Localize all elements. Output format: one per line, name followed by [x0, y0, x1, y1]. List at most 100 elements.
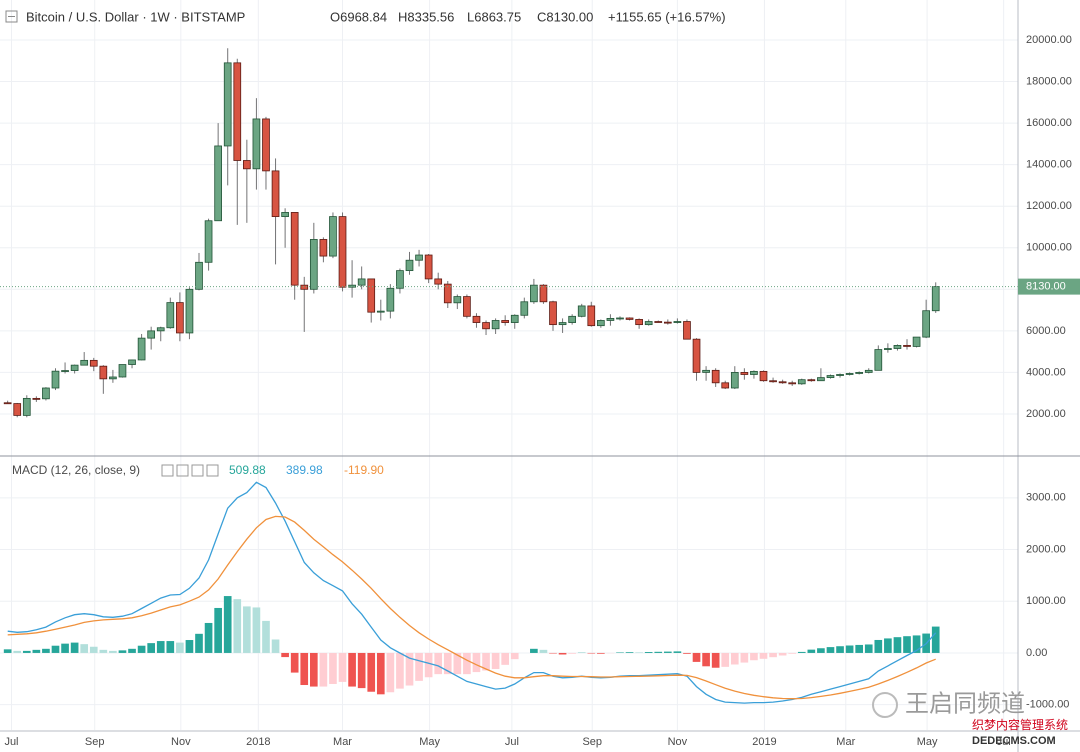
- histogram-bar: [616, 652, 624, 653]
- candle-body: [530, 284, 538, 303]
- x-tick-label: 2019: [752, 736, 776, 748]
- candle-body: [290, 212, 299, 286]
- histogram-bar: [759, 652, 768, 659]
- candle-body: [147, 330, 156, 339]
- histogram-bar: [740, 652, 749, 663]
- x-tick-label: Mar: [333, 736, 352, 748]
- candle-body: [396, 270, 404, 289]
- candle-body: [319, 239, 328, 257]
- histogram-bar: [443, 652, 452, 675]
- histogram-bar: [262, 620, 270, 653]
- candle-body: [663, 321, 672, 324]
- candle-body: [300, 284, 309, 290]
- last-price-tag: [1018, 278, 1080, 295]
- candle-body: [759, 370, 768, 382]
- candle-body: [721, 382, 730, 389]
- histogram-bar: [233, 599, 242, 653]
- candle-body: [443, 283, 452, 304]
- histogram-bar: [797, 651, 806, 653]
- y-tick-label: 16000.00: [1026, 117, 1072, 129]
- collapse-icon[interactable]: [5, 10, 18, 23]
- candle-body: [51, 370, 60, 389]
- candle-body: [616, 317, 624, 320]
- candle-body: [625, 317, 634, 320]
- candle-body: [99, 365, 108, 380]
- ohlc-low: L6863.75: [467, 9, 521, 24]
- candle-body: [329, 216, 337, 257]
- last-price-label: 8130.00: [1026, 281, 1066, 293]
- histogram-bar: [13, 650, 22, 653]
- candle-body: [587, 305, 596, 327]
- histogram-bar: [147, 643, 155, 653]
- histogram-bar: [338, 652, 347, 682]
- candle-body: [204, 220, 213, 263]
- histogram-bar: [893, 637, 902, 653]
- candle-body: [874, 349, 883, 371]
- histogram-bar: [214, 607, 222, 653]
- candle-body: [778, 381, 787, 384]
- candle-body: [817, 377, 825, 382]
- candle-body: [922, 310, 930, 338]
- indicator-button[interactable]: [206, 464, 219, 477]
- candle-body: [233, 62, 242, 161]
- x-tick-label: May: [917, 736, 938, 748]
- histogram-bar: [683, 652, 691, 654]
- candle-body: [807, 379, 816, 382]
- histogram-bar: [309, 652, 318, 687]
- y-tick-label: 2000.00: [1026, 408, 1066, 420]
- candle-body: [549, 301, 557, 326]
- histogram-bar: [711, 652, 720, 668]
- candle-body: [309, 239, 318, 290]
- candle-body: [80, 359, 89, 366]
- indicator-button[interactable]: [161, 464, 174, 477]
- indicator-title[interactable]: MACD (12, 26, close, 9): [12, 463, 140, 477]
- histogram-bar: [730, 652, 739, 665]
- candle-body: [281, 212, 289, 217]
- y-tick-label: 4000.00: [1026, 366, 1066, 378]
- candle-body: [156, 327, 165, 332]
- x-tick-label: 2018: [246, 736, 270, 748]
- indicator-button[interactable]: [176, 464, 189, 477]
- histogram-bar: [3, 649, 12, 653]
- histogram-bar: [482, 652, 490, 671]
- candle-body: [109, 376, 117, 380]
- candle-body: [912, 336, 921, 347]
- candle-body: [740, 372, 749, 375]
- candle-body: [22, 397, 31, 416]
- candle-body: [243, 160, 251, 170]
- histogram-bar: [501, 652, 509, 665]
- candle-body: [195, 261, 203, 290]
- candle-body: [730, 372, 739, 389]
- histogram-bar: [692, 652, 701, 662]
- candle-body: [673, 321, 682, 323]
- y-tick-label: 18000.00: [1026, 75, 1072, 87]
- indicator-button[interactable]: [191, 464, 204, 477]
- histogram-bar: [587, 652, 596, 654]
- grid: [0, 0, 1018, 730]
- symbol-title[interactable]: Bitcoin / U.S. Dollar · 1W · BITSTAMP: [26, 9, 245, 24]
- candle-body: [252, 118, 261, 170]
- histogram-bar: [817, 648, 825, 653]
- candle-body: [128, 359, 136, 365]
- candle-body: [338, 216, 347, 288]
- histogram-bar: [549, 652, 557, 654]
- x-tick-label: May: [419, 736, 440, 748]
- y-tick-label: 1000.00: [1026, 595, 1066, 607]
- histogram-bar: [329, 652, 337, 684]
- histogram-bar: [769, 652, 777, 658]
- candle-body: [788, 382, 797, 385]
- candle-body: [644, 321, 653, 326]
- candle-body: [214, 145, 222, 222]
- watermark-icon: [872, 692, 898, 718]
- histogram-bar: [558, 652, 567, 655]
- candle-body: [3, 402, 12, 405]
- histogram-bar: [807, 649, 816, 653]
- candle-body: [491, 320, 500, 330]
- x-tick-label: Jul: [997, 736, 1011, 748]
- histogram-bar: [424, 652, 433, 678]
- histogram-bar: [405, 652, 414, 686]
- histogram-bar: [750, 652, 758, 661]
- histogram-bar: [300, 652, 309, 686]
- histogram-bar: [931, 626, 940, 653]
